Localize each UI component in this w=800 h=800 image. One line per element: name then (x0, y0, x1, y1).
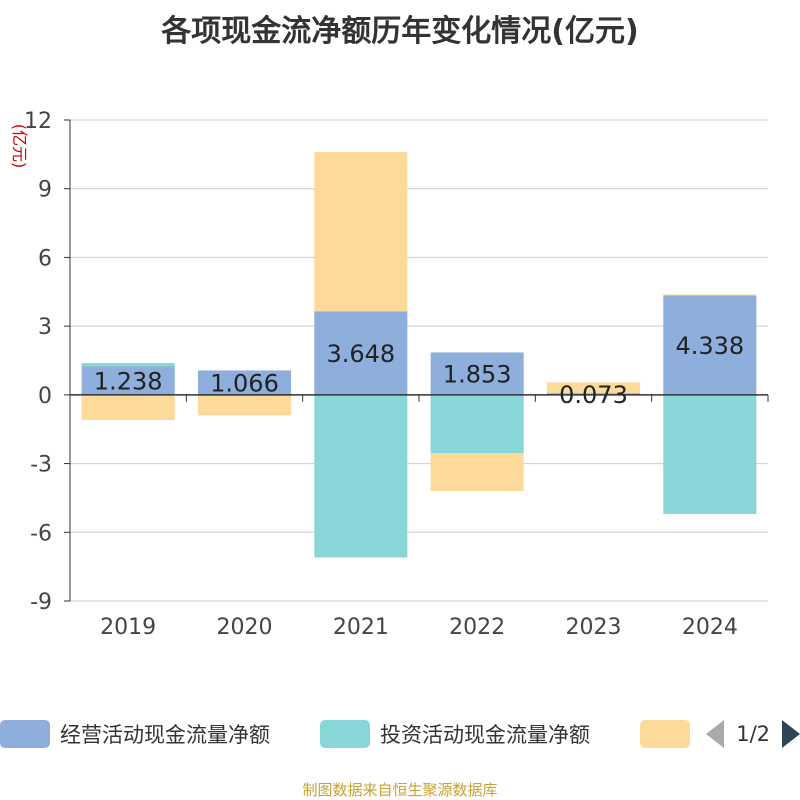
y-tick-label: 12 (24, 109, 52, 134)
x-tick-label-2024: 2024 (682, 615, 738, 640)
x-tick-label-2022: 2022 (449, 615, 505, 640)
legend-item-investing[interactable]: 投资活动现金流量净额 (320, 716, 590, 752)
bar-series0-2024[interactable] (663, 295, 757, 395)
legend-item-financing[interactable] (640, 716, 690, 752)
legend-item-operating[interactable]: 经营活动现金流量净额 (0, 716, 270, 752)
y-tick-label: 0 (38, 384, 52, 409)
legend-label-operating: 经营活动现金流量净额 (60, 723, 270, 747)
y-tick-label: -6 (30, 521, 52, 546)
data-label-2021: 3.648 (326, 340, 395, 368)
legend-swatch-financing (640, 720, 690, 748)
bar-series1-2021[interactable] (314, 394, 408, 558)
bar-series2-2021[interactable] (314, 152, 408, 312)
y-tick-label: 6 (38, 246, 52, 271)
bar-series2-2019[interactable] (81, 394, 175, 421)
bar-series2-2024[interactable] (663, 294, 757, 296)
data-label-2024: 4.338 (675, 332, 744, 360)
legend-swatch-investing (320, 720, 370, 748)
bar-series0-2019[interactable] (81, 366, 175, 395)
bars (81, 152, 757, 558)
chart-title: 各项现金流净额历年变化情况(亿元) (161, 14, 639, 49)
x-tick-label-2019: 2019 (100, 615, 156, 640)
y-axis-label: (亿元) (10, 124, 29, 169)
x-tick-label-2021: 2021 (333, 615, 389, 640)
data-label-2020: 1.066 (210, 370, 279, 398)
y-tick-label: -9 (30, 590, 52, 615)
y-tick-label: -3 (30, 453, 52, 478)
grid-lines (70, 119, 768, 602)
bar-series0-2021[interactable] (314, 311, 408, 395)
data-label-2023: 0.073 (559, 381, 628, 409)
bar-series2-2020[interactable] (197, 396, 292, 416)
y-tick-label: 3 (38, 315, 52, 340)
x-tick-label-2020: 2020 (217, 615, 273, 640)
data-source-note: 制图数据来自恒生聚源数据库 (302, 781, 498, 799)
data-label-2022: 1.853 (443, 361, 512, 389)
bar-series0-2020[interactable] (197, 370, 292, 395)
bar-series1-2023[interactable] (546, 392, 641, 394)
x-tick-label-2023: 2023 (566, 615, 622, 640)
pager-next-icon[interactable] (782, 720, 800, 748)
axes: 12 9 6 3 0 -3 -6 -9 2019 2020 2021 2022 2023 2024 (亿元) (10, 109, 769, 640)
pager-prev-icon[interactable] (706, 720, 725, 748)
data-label-2019: 1.238 (94, 368, 163, 396)
legend-pager: 1/2 (706, 716, 800, 752)
legend-swatch-operating (0, 720, 50, 748)
legend: 经营活动现金流量净额 投资活动现金流量净额 1/2 (0, 716, 800, 752)
bar-series2-2023[interactable] (546, 382, 641, 393)
pager-page-indicator: 1/2 (736, 722, 770, 746)
bar-series1-2024[interactable] (663, 394, 757, 514)
y-tick-label: 9 (38, 178, 52, 203)
bar-series1-2019[interactable] (81, 363, 175, 367)
bar-series2-2022[interactable] (430, 453, 524, 492)
chart-area: 12 9 6 3 0 -3 -6 -9 2019 2020 2021 2022 2023 2024 (亿元)… (10, 109, 769, 640)
bar-series0-2022[interactable] (430, 352, 524, 395)
bar-series0-2023[interactable] (546, 393, 641, 395)
bar-series1-2022[interactable] (430, 394, 524, 454)
data-labels: 1.238 1.066 3.648 1.853 0.073 4.338 (94, 332, 744, 409)
legend-label-investing: 投资活动现金流量净额 (380, 723, 590, 747)
